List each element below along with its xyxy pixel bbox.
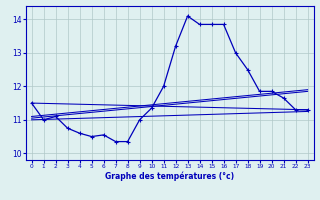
X-axis label: Graphe des températures (°c): Graphe des températures (°c)	[105, 172, 234, 181]
